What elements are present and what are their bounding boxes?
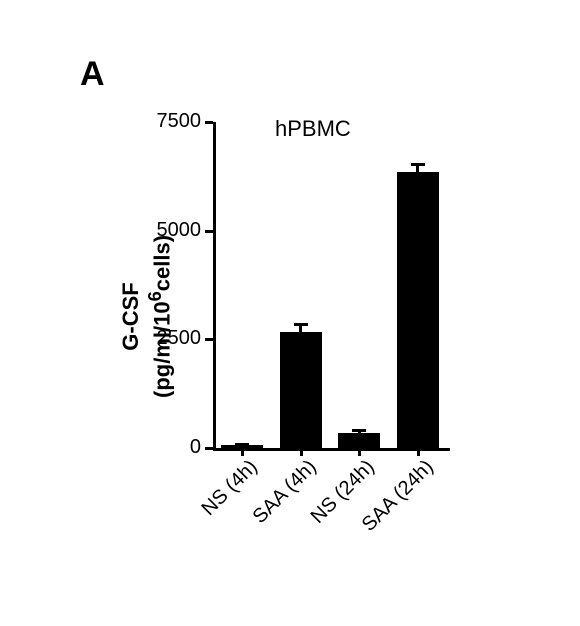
x-tick	[358, 448, 361, 456]
y-axis-label-suffix: cells)	[149, 235, 174, 291]
figure: A hPBMC G-CSF (pg/ml/106cells) 025005000…	[0, 0, 580, 626]
x-tick-label: NS (24h)	[264, 456, 379, 571]
y-tick	[205, 121, 213, 124]
error-cap	[294, 323, 308, 326]
y-axis-label-sup: 6	[144, 291, 165, 301]
error-cap	[411, 163, 425, 166]
x-tick	[300, 448, 303, 456]
x-tick-label: NS (4h)	[147, 456, 262, 571]
y-tick-label: 7500	[157, 110, 202, 133]
y-axis-label: G-CSF (pg/ml/106cells)	[118, 235, 175, 398]
panel-label: A	[80, 55, 105, 94]
y-tick-label: 5000	[157, 219, 202, 242]
y-tick	[205, 230, 213, 233]
y-axis-label-line1: G-CSF	[118, 235, 144, 398]
y-axis-label-line2: (pg/ml/106cells)	[144, 235, 175, 398]
x-tick	[241, 448, 244, 456]
y-tick	[205, 338, 213, 341]
bar	[397, 172, 439, 448]
x-tick-label: SAA (24h)	[323, 456, 438, 571]
bar	[338, 433, 380, 448]
error-cap	[352, 429, 366, 432]
error-cap	[235, 443, 249, 446]
bar	[280, 332, 322, 448]
y-tick	[205, 447, 213, 450]
x-tick	[417, 448, 420, 456]
y-tick-label: 2500	[157, 327, 202, 350]
y-tick-label: 0	[190, 436, 201, 459]
